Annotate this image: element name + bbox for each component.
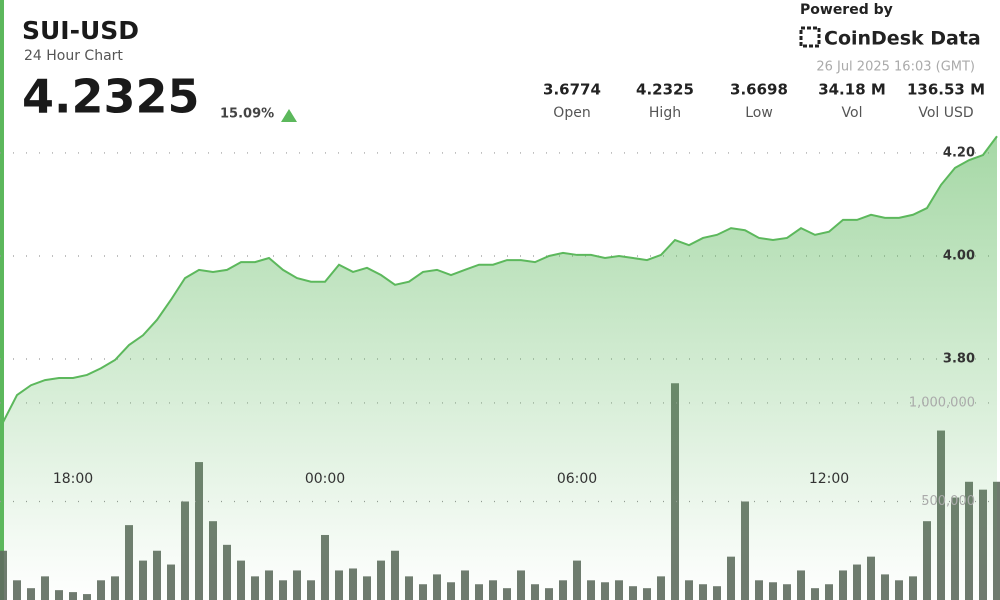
price-area [3,136,997,600]
x-tick-label: 12:00 [809,471,849,487]
stat-label: Vol USD [918,105,973,121]
last-price: 4.2325 [22,70,200,124]
chart-subtitle: 24 Hour Chart [24,48,123,64]
change: 15.09% [220,107,274,122]
price-line [2,135,998,423]
stat-value: 3.6774 [543,81,601,99]
stat-value: 34.18 M [818,81,886,99]
brand-logo [799,26,821,48]
stat-value: 136.53 M [907,81,985,99]
x-tick-label: 06:00 [557,471,597,487]
powered-by: Powered by [800,2,893,18]
stat-label: High [649,105,681,121]
up-arrow [281,109,297,122]
timestamp: 26 Jul 2025 16:03 (GMT) [816,60,975,75]
x-tick-label: 00:00 [305,471,345,487]
y2-tick-label: 1,000,000 [909,395,975,410]
y-tick-label: 3.80 [943,351,975,366]
chart-title: SUI-USD [22,16,139,45]
y2-tick-label: 500,000 [921,494,975,509]
stat-label: Open [553,105,590,121]
x-tick-label: 18:00 [53,471,93,487]
y-tick-label: 4.20 [943,145,975,160]
left-edge [0,0,4,600]
brand: CoinDesk Data [824,28,981,50]
stat-label: Vol [842,105,863,121]
y-tick-label: 4.00 [943,248,975,263]
stat-label: Low [745,105,773,121]
stat-value: 3.6698 [730,81,788,99]
stat-value: 4.2325 [636,81,694,99]
